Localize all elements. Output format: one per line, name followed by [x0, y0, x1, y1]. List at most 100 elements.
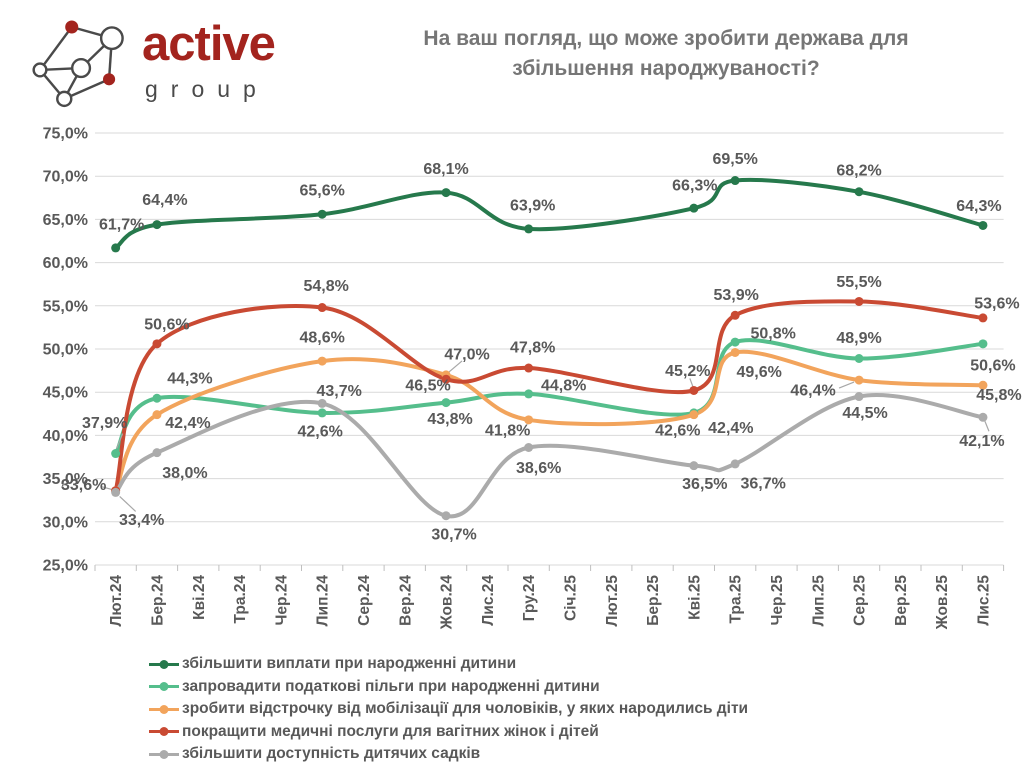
data-label: 44,3%: [167, 371, 212, 388]
data-point: [978, 412, 988, 422]
data-label: 42,4%: [708, 420, 753, 437]
data-label: 66,3%: [672, 178, 717, 195]
logo-brand-text: active: [142, 17, 276, 71]
data-point: [524, 363, 534, 373]
legend-label: збільшити доступність дитячих садків: [182, 745, 481, 763]
x-axis-label: Лис.24: [480, 575, 497, 626]
data-label: 64,4%: [142, 192, 187, 209]
y-axis-label: 25,0%: [43, 558, 88, 575]
x-axis-label: Сер.24: [356, 575, 373, 626]
data-label: 48,6%: [299, 330, 344, 347]
header: active group На ваш погляд, що може зроб…: [0, 0, 1024, 118]
data-point: [111, 449, 121, 459]
x-axis-label: Бер.25: [645, 575, 662, 626]
data-label: 42,6%: [655, 422, 700, 439]
data-point: [730, 337, 740, 347]
data-point: [978, 339, 988, 349]
data-label: 63,9%: [510, 197, 555, 214]
y-axis-label: 60,0%: [43, 255, 88, 272]
data-label: 47,0%: [444, 346, 489, 363]
data-point: [317, 356, 327, 366]
data-label: 50,6%: [144, 316, 189, 333]
data-label: 47,8%: [510, 340, 555, 357]
legend-item: збільшити доступність дитячих садків: [148, 743, 748, 766]
data-label: 33,6%: [61, 477, 106, 494]
legend-marker-icon: [149, 704, 179, 714]
y-axis-label: 50,0%: [43, 342, 88, 359]
data-point: [152, 220, 162, 230]
legend-item: зробити відстрочку від мобілізації для ч…: [148, 698, 748, 721]
logo: active group: [12, 6, 276, 118]
data-label: 30,7%: [431, 526, 476, 543]
x-axis-label: Бер.24: [149, 575, 166, 626]
x-axis-label: Чер.24: [273, 575, 290, 626]
data-label: 68,1%: [423, 161, 468, 178]
series-line-1: [113, 338, 985, 456]
legend-label: запровадити податкові пільги при народже…: [182, 677, 600, 695]
data-point: [689, 385, 699, 395]
data-label: 53,9%: [713, 287, 758, 304]
legend-marker-icon: [149, 682, 179, 692]
data-label: 54,8%: [303, 278, 348, 295]
data-label: 46,4%: [790, 383, 835, 400]
logo-text: active group: [142, 17, 276, 103]
legend-marker-icon: [149, 727, 179, 737]
legend-label: зробити відстрочку від мобілізації для ч…: [182, 700, 749, 718]
data-label: 53,6%: [974, 295, 1019, 312]
data-label: 48,9%: [836, 330, 881, 347]
x-axis-label: Жов.25: [934, 575, 951, 631]
x-axis-label: Жов.24: [439, 575, 456, 631]
y-axis-label: 70,0%: [43, 169, 88, 186]
logo-network-icon: [32, 20, 124, 108]
series-line-0: [113, 177, 985, 250]
data-label: 42,6%: [297, 423, 342, 440]
data-label: 44,5%: [842, 405, 887, 422]
data-point: [854, 187, 864, 197]
data-label: 37,9%: [82, 415, 127, 432]
y-axis-label: 65,0%: [43, 212, 88, 229]
data-point: [978, 380, 988, 390]
chart-title-line1: На ваш погляд, що може зробити держава д…: [423, 27, 909, 50]
data-point: [524, 442, 534, 452]
y-axis-label: 55,0%: [43, 298, 88, 315]
label-leader-line: [101, 486, 113, 491]
data-point: [441, 511, 451, 521]
legend-marker-icon: [149, 659, 179, 669]
chart-title-line2: збільшення народжуваності?: [512, 57, 820, 81]
data-point: [441, 374, 451, 384]
label-leader-line: [838, 381, 855, 389]
data-point: [730, 310, 740, 320]
data-label: 69,5%: [712, 151, 757, 168]
y-axis-label: 30,0%: [43, 514, 88, 531]
label-leader-line: [116, 433, 124, 449]
data-point: [730, 459, 740, 469]
data-point: [854, 375, 864, 385]
data-point: [441, 188, 451, 198]
x-axis-label: Лют.25: [604, 575, 621, 627]
data-point: [152, 393, 162, 403]
x-axis-label: Лип.24: [315, 575, 332, 627]
data-label: 50,8%: [750, 326, 795, 343]
data-label: 36,7%: [740, 475, 785, 492]
data-point: [317, 408, 327, 418]
data-point: [152, 410, 162, 420]
data-point: [441, 398, 451, 408]
data-point: [854, 354, 864, 364]
x-axis-label: Чер.25: [769, 575, 786, 626]
data-point: [111, 243, 121, 253]
x-axis-label: Лип.25: [810, 575, 827, 627]
y-axis-label: 45,0%: [43, 385, 88, 402]
data-label: 42,4%: [165, 415, 210, 432]
data-label: 43,7%: [316, 383, 361, 400]
legend-label: покращити медичні послуги для вагітних ж…: [182, 722, 599, 740]
data-point: [978, 220, 988, 230]
data-label: 50,6%: [970, 357, 1015, 374]
data-point: [689, 461, 699, 471]
label-leader-line: [448, 360, 463, 373]
y-axis-label: 75,0%: [43, 126, 88, 143]
data-label: 38,6%: [516, 460, 561, 477]
data-point: [524, 415, 534, 425]
legend-marker-icon: [149, 749, 179, 759]
data-label: 45,8%: [976, 387, 1021, 404]
data-label: 64,3%: [956, 198, 1001, 215]
